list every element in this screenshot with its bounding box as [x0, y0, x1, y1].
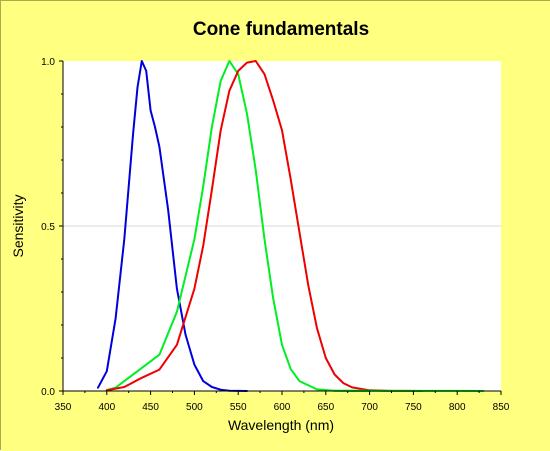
x-tick-label-5: 600	[274, 402, 291, 413]
x-tick-label-2: 450	[142, 402, 159, 413]
x-axis-label: Wavelength (nm)	[228, 417, 334, 433]
x-tick-label-7: 700	[361, 402, 378, 413]
x-tick-label-0: 350	[55, 402, 72, 413]
y-axis-label: Sensitivity	[10, 194, 26, 257]
x-tick-label-1: 400	[98, 402, 115, 413]
x-tick-label-8: 750	[405, 402, 422, 413]
x-tick-label-4: 550	[230, 402, 247, 413]
y-tick-label-2: 1.0	[41, 57, 55, 68]
chart-title: Cone fundamentals	[193, 19, 369, 40]
y-tick-label-0: 0.0	[41, 387, 55, 398]
x-tick-label-9: 800	[449, 402, 466, 413]
x-tick-label-10: 850	[493, 402, 510, 413]
x-tick-label-6: 650	[317, 402, 334, 413]
x-tick-label-3: 500	[186, 402, 203, 413]
y-tick-label-1: 0.5	[41, 222, 55, 233]
